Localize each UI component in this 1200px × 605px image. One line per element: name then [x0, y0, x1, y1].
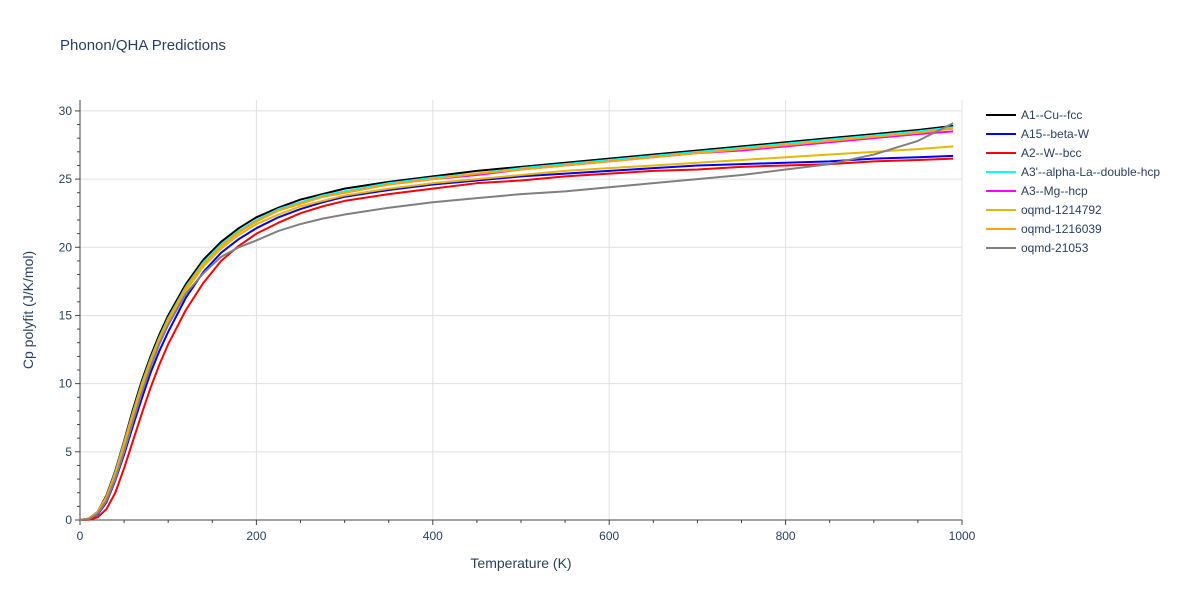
series-line-a3-alpha-la-double-hcp: [79, 126, 954, 521]
series-line-a2-w-bcc: [79, 157, 954, 521]
series-line-a15-beta-w: [79, 154, 954, 521]
legend-item-a3-alpha-la-double-hcp[interactable]: A3'--alpha-La--double-hcp: [986, 165, 1160, 179]
legend-item-a15-beta-w[interactable]: A15--beta-W: [986, 127, 1090, 141]
legend: A1--Cu--fcc A15--beta-W A2--W--bcc A3'--alp…: [986, 108, 1160, 255]
legend-item-a2-w-bcc[interactable]: A2--W--bcc: [986, 146, 1081, 160]
series-line-oqmd-21053: [79, 122, 954, 521]
legend-label: A3--Mg--hcp: [1021, 184, 1088, 198]
grid: [79, 100, 963, 521]
x-tick-label: 600: [599, 529, 619, 543]
legend-label: A2--W--bcc: [1021, 146, 1081, 160]
series-line-a3-mg-hcp: [79, 130, 954, 521]
legend-label: A1--Cu--fcc: [1021, 108, 1082, 122]
x-tick-label: 0: [77, 529, 84, 543]
series-line-oqmd-1216039: [79, 127, 954, 521]
y-tick-label: 15: [59, 308, 73, 322]
y-tick-label: 25: [59, 172, 73, 186]
x-tick-label: 1000: [949, 529, 976, 543]
legend-item-oqmd-21053[interactable]: oqmd-21053: [986, 241, 1089, 255]
y-tick-label: 5: [65, 445, 72, 459]
legend-label: A3'--alpha-La--double-hcp: [1021, 165, 1160, 179]
legend-item-oqmd-1216039[interactable]: oqmd-1216039: [986, 222, 1102, 236]
x-tick-label: 400: [423, 529, 443, 543]
legend-item-a3-mg-hcp[interactable]: A3--Mg--hcp: [986, 184, 1088, 198]
chart-title: Phonon/QHA Predictions: [60, 37, 226, 54]
legend-label: oqmd-1216039: [1021, 222, 1102, 236]
x-tick-label: 800: [776, 529, 796, 543]
y-tick-label: 0: [65, 513, 72, 527]
series-lines: [79, 122, 954, 521]
series-line-oqmd-1214792: [79, 145, 954, 521]
axes: 0 200 400 600 800 1000 0 5 10 15 20 25 30: [59, 100, 976, 543]
legend-label: A15--beta-W: [1021, 127, 1090, 141]
legend-label: oqmd-1214792: [1021, 203, 1102, 217]
legend-item-oqmd-1214792[interactable]: oqmd-1214792: [986, 203, 1102, 217]
y-tick-label: 10: [59, 377, 73, 391]
y-tick-label: 20: [59, 240, 73, 254]
legend-item-a1-cu-fcc[interactable]: A1--Cu--fcc: [986, 108, 1082, 122]
y-tick-label: 30: [59, 104, 73, 118]
x-tick-label: 200: [246, 529, 266, 543]
x-axis-title: Temperature (K): [470, 555, 571, 571]
series-line-a1-cu-fcc: [79, 124, 954, 521]
y-axis-title: Cp polyfit (J/K/mol): [20, 251, 36, 369]
legend-label: oqmd-21053: [1021, 241, 1089, 255]
